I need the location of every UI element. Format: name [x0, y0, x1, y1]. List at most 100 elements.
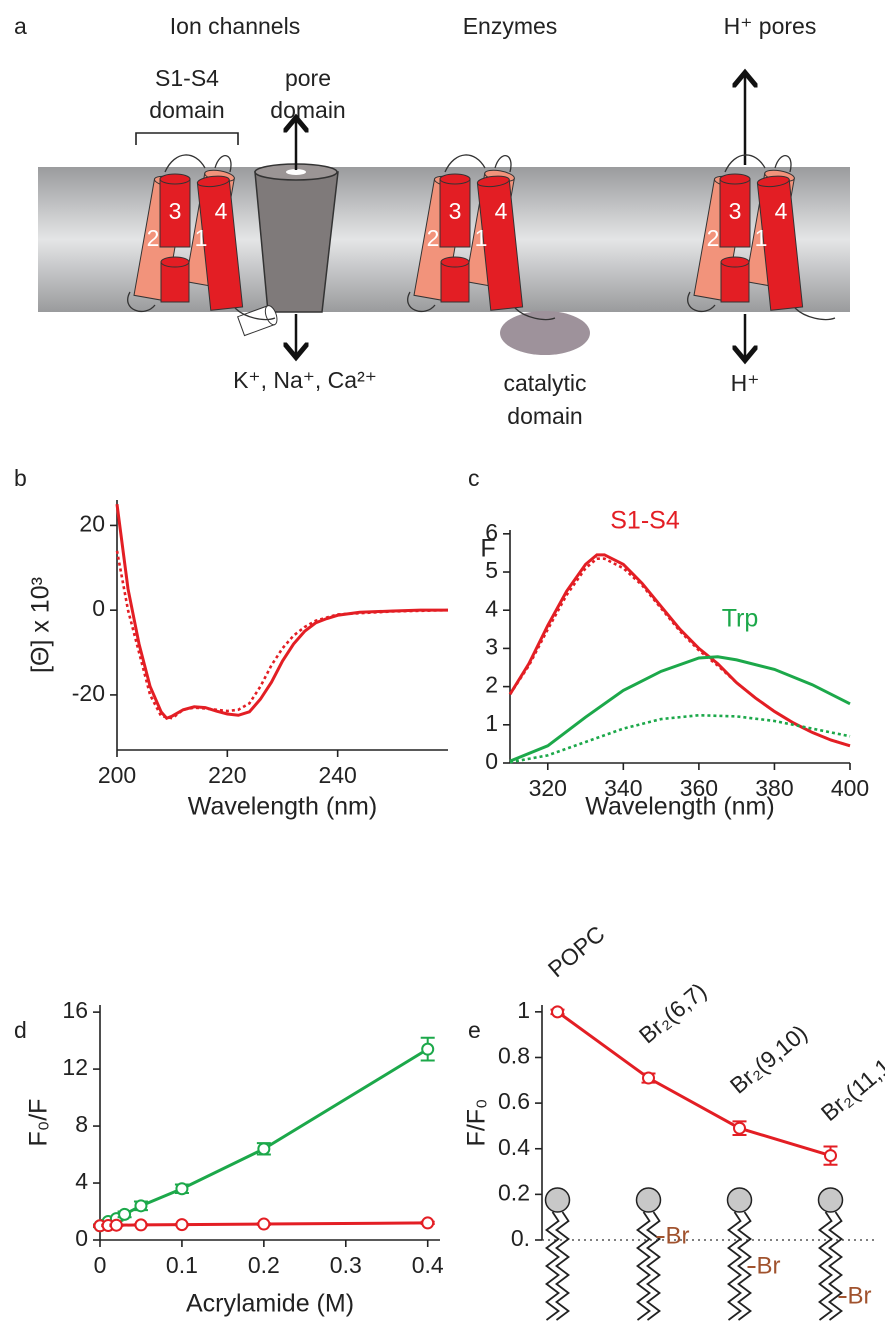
y-axis-label: [Θ] x 10³ — [27, 577, 55, 673]
helix-label: 3 — [449, 198, 462, 224]
helix-cap — [719, 173, 751, 185]
helix-label: 2 — [707, 225, 720, 251]
x-tick-label: 0.3 — [330, 1252, 362, 1278]
x-axis-label: Wavelength (nm) — [585, 793, 774, 821]
y-tick-label: 4 — [485, 595, 498, 621]
helix-label: 1 — [195, 225, 208, 251]
y-tick-label: 6 — [485, 519, 498, 545]
panel-label: d — [14, 1017, 27, 1043]
y-axis-label: F₀/F — [25, 1099, 53, 1147]
helix-cap — [196, 175, 230, 188]
x-axis-label: Wavelength (nm) — [188, 793, 377, 821]
loop — [407, 154, 556, 321]
x-tick-label: 240 — [318, 762, 356, 788]
marker — [421, 1216, 435, 1230]
lipid-head — [817, 1187, 844, 1213]
helix-body — [440, 261, 470, 303]
chart: d 0 4 8 12 16 0 0.1 0.2 0.3 0.4 Acrylamide (M) F₀/F — [14, 997, 444, 1317]
marker — [175, 1182, 189, 1196]
label: pore — [285, 65, 331, 91]
column-title: H⁺ pores — [724, 13, 817, 39]
x-tick-label: 380 — [755, 775, 793, 801]
marker — [175, 1218, 189, 1232]
chart: c 0 1 2 3 4 5 6 320 340 360 380 400 Wavelength (nm) F S… — [468, 465, 869, 821]
category-label: Br₂(11,12) — [816, 1040, 885, 1126]
label: domain — [270, 97, 345, 123]
series-line — [115, 550, 449, 720]
helix-label: 1 — [755, 225, 768, 251]
lipid-head — [544, 1187, 571, 1213]
helix — [160, 256, 190, 303]
helix-label: 1 — [475, 225, 488, 251]
marker — [551, 1005, 564, 1019]
helix-cap — [756, 175, 790, 188]
helix-cap — [160, 256, 190, 268]
helix-body — [720, 261, 750, 303]
lipid-tail — [636, 1211, 651, 1321]
helix — [159, 173, 191, 248]
y-tick-label: 0.4 — [498, 1134, 530, 1160]
helix-label: 4 — [775, 198, 788, 224]
marker — [134, 1218, 148, 1232]
loop — [127, 154, 276, 321]
label: S1-S4 — [155, 65, 219, 91]
series-line — [115, 504, 448, 720]
y-tick-label: 3 — [485, 633, 498, 659]
marker — [257, 1217, 271, 1231]
catalytic-domain — [500, 311, 590, 355]
lipid-tail — [646, 1211, 661, 1321]
helix-label: 4 — [215, 198, 228, 224]
helix-label: 3 — [169, 198, 182, 224]
helix-body — [160, 261, 190, 303]
chart: b -20 0 20 200 220 240 Wavelength (nm) [Θ] x 10³ — [14, 465, 449, 821]
column-title: Enzymes — [463, 13, 558, 39]
helix-label: 4 — [495, 198, 508, 224]
helix — [440, 256, 470, 303]
helix — [439, 173, 471, 248]
y-tick-label: 0.6 — [498, 1088, 530, 1114]
y-tick-label: 8 — [75, 1111, 88, 1137]
lipid-tail — [545, 1211, 560, 1321]
label: catalytic — [503, 370, 586, 396]
lipid-tail — [727, 1211, 742, 1321]
helix — [476, 175, 524, 311]
x-tick-label: 200 — [98, 762, 136, 788]
category-label: POPC — [543, 921, 610, 983]
annotation: Trp — [722, 605, 759, 633]
panel-label: e — [468, 1017, 481, 1043]
x-tick-label: 220 — [208, 762, 246, 788]
helix — [756, 175, 804, 311]
series-line — [508, 557, 851, 748]
panel-label: a — [14, 13, 27, 39]
helix-body — [159, 178, 191, 248]
y-tick-label: 2 — [485, 672, 498, 698]
column-title: Ion channels — [170, 13, 300, 39]
helix-cap — [439, 173, 471, 185]
lipid-tail — [737, 1211, 752, 1321]
y-tick-label: 0. — [511, 1225, 530, 1251]
loop — [687, 154, 836, 321]
helix-label: 2 — [427, 225, 440, 251]
lipid-tail — [818, 1211, 833, 1321]
helix-body — [439, 178, 471, 248]
x-tick-label: 340 — [604, 775, 642, 801]
y-tick-label: 0 — [75, 1225, 88, 1251]
marker — [257, 1142, 271, 1156]
helix — [719, 173, 751, 248]
bracket — [135, 132, 239, 145]
x-tick-label: 0.2 — [248, 1252, 280, 1278]
marker — [642, 1071, 655, 1085]
y-tick-label: 0.8 — [498, 1043, 530, 1069]
y-tick-label: 0 — [92, 595, 105, 621]
helix-body — [719, 178, 751, 248]
x-tick-label: 360 — [680, 775, 718, 801]
series-line — [556, 1010, 831, 1158]
lipid-tail — [555, 1211, 570, 1321]
y-tick-label: 20 — [79, 511, 105, 537]
y-tick-label: 12 — [62, 1054, 88, 1080]
bromine-label: Br — [848, 1282, 872, 1309]
label: H⁺ — [731, 370, 760, 396]
y-axis-label: F — [480, 535, 495, 563]
lipid-head — [726, 1187, 753, 1213]
